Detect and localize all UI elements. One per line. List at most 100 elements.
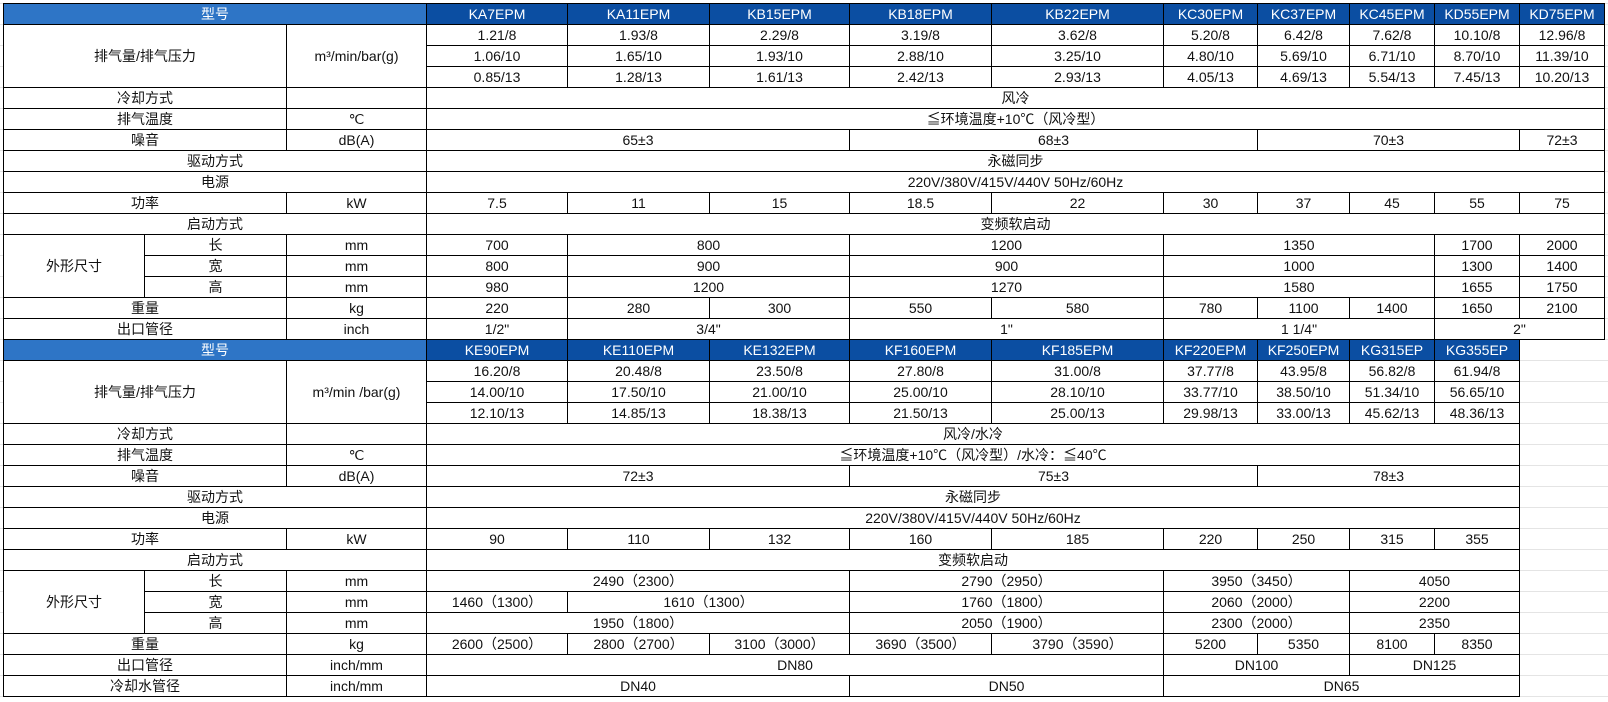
flow-value: 1.93/8 (567, 24, 710, 46)
outlet-value: 1 1/4" (1163, 318, 1435, 340)
flow-row: 14.00/10 17.50/10 21.00/10 25.00/10 28.10/10… (4, 381, 1605, 403)
flow-value: 48.36/13 (1434, 402, 1520, 424)
model-header: KG315EP (1349, 339, 1435, 361)
power-value: 75 (1519, 192, 1605, 214)
dims-length-value: 2000 (1519, 234, 1605, 256)
supply-value: 220V/380V/415V/440V 50Hz/60Hz (426, 507, 1520, 529)
cooling-row: 冷却方式 风冷 (3, 87, 1605, 109)
flow-value: 2.88/10 (849, 45, 992, 67)
noise-value: 78±3 (1257, 465, 1520, 487)
weight-value: 280 (567, 297, 710, 319)
weight-value: 780 (1163, 297, 1258, 319)
flow-value: 1.21/8 (426, 24, 568, 46)
dims-height-unit: mm (286, 276, 427, 298)
drive-value: 永磁同步 (426, 150, 1605, 172)
weight-value: 2600（2500） (426, 633, 568, 655)
model-header: KD75EPM (1519, 3, 1605, 25)
start-label: 启动方式 (3, 213, 427, 235)
outlet-value: DN100 (1163, 654, 1350, 676)
dims-width-row: 宽 mm 800 900 900 1000 1300 1400 (4, 255, 1605, 277)
drive-label: 驱动方式 (3, 486, 427, 508)
weight-value: 3790（3590） (991, 633, 1164, 655)
flow-value: 43.95/8 (1257, 360, 1350, 382)
power-value: 45 (1349, 192, 1435, 214)
empty-cell (1520, 466, 1605, 487)
power-row: 功率 kW 7.5 11 15 18.5 22 30 37 45 55 75 (3, 192, 1605, 214)
flow-value: 28.10/10 (991, 381, 1164, 403)
flow-value: 38.50/10 (1257, 381, 1350, 403)
weight-value: 8100 (1349, 633, 1435, 655)
dims-label: 外形尺寸 (3, 570, 145, 634)
temp-unit: ℃ (286, 444, 427, 466)
power-value: 15 (709, 192, 850, 214)
dims-length-value: 3950（3450） (1163, 570, 1350, 592)
power-label: 功率 (3, 192, 287, 214)
model-header: KC30EPM (1163, 3, 1258, 25)
outlet-value: DN125 (1349, 654, 1520, 676)
flow-value: 16.20/8 (426, 360, 568, 382)
flow-value: 7.45/13 (1434, 66, 1520, 88)
flow-row: 排气量/排气压力 m³/min/bar(g) 1.21/8 1.93/8 2.29/8 3… (3, 24, 1605, 88)
dims-width-value: 900 (849, 255, 1164, 277)
flow-value: 7.62/8 (1349, 24, 1435, 46)
power-value: 30 (1163, 192, 1258, 214)
dims-height-label: 高 (144, 612, 287, 634)
empty-cell (1520, 508, 1605, 529)
weight-value: 5350 (1257, 633, 1350, 655)
outlet-unit: inch/mm (286, 654, 427, 676)
dims-height-value: 2300（2000） (1163, 612, 1350, 634)
header-row: 型号 KE90EPM KE110EPM KE132EPM KF160EPM KF185EP… (3, 339, 1605, 361)
start-row: 启动方式 变频软启动 (3, 213, 1605, 235)
noise-value: 72±3 (1519, 129, 1605, 151)
water-value: DN65 (1163, 675, 1520, 697)
model-header: KB15EPM (709, 3, 850, 25)
dims-length-value: 700 (426, 234, 568, 256)
dims-height-value: 1950（1800） (426, 612, 850, 634)
weight-value: 1400 (1349, 297, 1435, 319)
start-label: 启动方式 (3, 549, 427, 571)
flow-value: 25.00/13 (991, 402, 1164, 424)
flow-value: 14.00/10 (426, 381, 568, 403)
empty-cell (1520, 487, 1605, 508)
dims-height-value: 1750 (1519, 276, 1605, 298)
flow-value: 1.65/10 (567, 45, 710, 67)
flow-value: 37.77/8 (1163, 360, 1258, 382)
model-header: KE110EPM (567, 339, 710, 361)
drive-label: 驱动方式 (3, 150, 427, 172)
weight-value: 300 (709, 297, 850, 319)
flow-value: 5.54/13 (1349, 66, 1435, 88)
empty-cell (1520, 634, 1605, 655)
supply-label: 电源 (3, 507, 427, 529)
start-row: 启动方式 变频软启动 (3, 549, 1605, 571)
flow-value: 1.06/10 (426, 45, 568, 67)
temp-value: ≦环境温度+10℃（风冷型）/水冷：≦40℃ (426, 444, 1520, 466)
flow-value: 25.00/10 (849, 381, 992, 403)
power-value: 18.5 (849, 192, 992, 214)
dims-length-row: 外形尺寸长 mm 2490（2300） 2790（2950） 3950（3450） 405… (3, 570, 1605, 634)
power-value: 220 (1163, 528, 1258, 550)
dims-width-value: 1400 (1519, 255, 1605, 277)
dims-length-value: 2490（2300） (426, 570, 850, 592)
flow-value: 20.48/8 (567, 360, 710, 382)
power-value: 132 (709, 528, 850, 550)
dims-width-value: 1460（1300） (426, 591, 568, 613)
flow-value: 27.80/8 (849, 360, 992, 382)
power-value: 250 (1257, 528, 1350, 550)
cooling-value: 风冷 (426, 87, 1605, 109)
flow-value: 29.98/13 (1163, 402, 1258, 424)
dims-height-value: 1200 (567, 276, 850, 298)
power-value: 90 (426, 528, 568, 550)
flow-value: 23.50/8 (709, 360, 850, 382)
power-value: 22 (991, 192, 1164, 214)
flow-value: 6.71/10 (1349, 45, 1435, 67)
flow-row: 0.85/13 1.28/13 1.61/13 2.42/13 2.93/13 4.05/… (4, 66, 1605, 88)
flow-value: 33.00/13 (1257, 402, 1350, 424)
spec-table: 型号 KA7EPM KA11EPM KB15EPM KB18EPM KB22EPM KC30… (3, 3, 1605, 697)
model-header: KF160EPM (849, 339, 992, 361)
weight-unit: kg (286, 633, 427, 655)
model-header: KB18EPM (849, 3, 992, 25)
outlet-value: 1/2" (426, 318, 568, 340)
noise-unit: dB(A) (286, 129, 427, 151)
outlet-value: DN80 (426, 654, 1164, 676)
temp-row: 排气温度 ℃ ≦环境温度+10℃（风冷型） (3, 108, 1605, 130)
